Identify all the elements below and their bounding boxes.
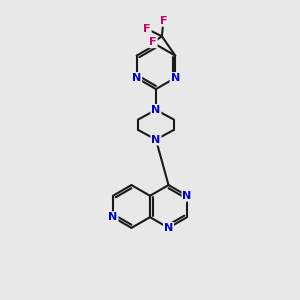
Text: N: N [182, 191, 192, 201]
Text: N: N [108, 212, 118, 222]
Text: F: F [149, 37, 157, 47]
Text: N: N [171, 73, 180, 83]
Text: F: F [143, 24, 151, 34]
Text: F: F [160, 16, 167, 26]
Text: N: N [164, 223, 173, 233]
Text: N: N [151, 105, 160, 115]
Text: N: N [151, 135, 160, 145]
Text: N: N [132, 73, 141, 83]
